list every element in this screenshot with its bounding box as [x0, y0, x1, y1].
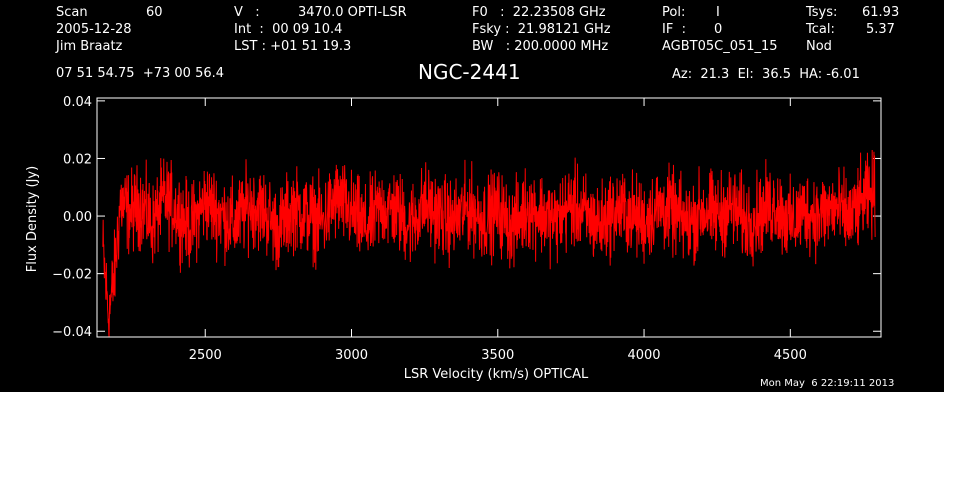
x-tick-label: 2500 — [189, 348, 222, 363]
scan-number: 60 — [146, 5, 163, 20]
tcal-value: 5.37 — [866, 22, 895, 37]
pol-value: I — [716, 5, 720, 20]
x-tick-label: 4000 — [627, 348, 660, 363]
scan-label: Scan — [56, 5, 88, 20]
y-tick-label: 0.04 — [63, 95, 92, 110]
integration-time: Int : 00 09 10.4 — [234, 22, 343, 37]
if-label: IF : — [662, 22, 686, 37]
project-id: AGBT05C_051_15 — [662, 39, 778, 54]
x-tick-label: 3500 — [481, 348, 514, 363]
spectrum-chart: 2500 3000 3500 4000 4500 −0.04 −0.02 0.00 0.02 0.… — [25, 95, 882, 382]
source-coordinates: 07 51 54.75 +73 00 56.4 — [56, 66, 225, 81]
velocity-value: 3470.0 OPTI-LSR — [298, 5, 407, 20]
obs-date: 2005-12-28 — [56, 22, 132, 37]
rest-frequency: F0 : 22.23508 GHz — [472, 5, 606, 20]
y-tick-label: 0.02 — [63, 152, 92, 167]
plot-timestamp: Mon May 6 22:19:11 2013 — [760, 378, 895, 389]
tsys-label: Tsys: — [806, 5, 838, 20]
x-tick-label: 4500 — [774, 348, 807, 363]
y-tick-label: −0.04 — [52, 325, 92, 340]
x-axis-label: LSR Velocity (km/s) OPTICAL — [404, 367, 589, 382]
lst-value: LST : +01 51 19.3 — [234, 39, 352, 54]
velocity-label: V : — [234, 5, 260, 20]
sky-frequency: Fsky : 21.98121 GHz — [472, 22, 611, 37]
pol-label: Pol: — [662, 5, 686, 20]
y-tick-label: −0.02 — [52, 268, 92, 283]
spectrum-trace — [102, 150, 876, 338]
y-tick-label: 0.00 — [63, 210, 92, 225]
switching-mode: Nod — [806, 39, 832, 54]
source-name-title: NGC-2441 — [418, 60, 521, 84]
x-tick-label: 3000 — [335, 348, 368, 363]
tsys-value: 61.93 — [862, 5, 900, 20]
if-value: 0 — [714, 22, 723, 37]
y-axis-label: Flux Density (Jy) — [25, 166, 40, 272]
observer-name: Jim Braatz — [56, 39, 123, 54]
bandwidth: BW : 200.0000 MHz — [472, 39, 609, 54]
az-el-ha: Az: 21.3 El: 36.5 HA: -6.01 — [672, 67, 860, 82]
plot-frame — [96, 97, 882, 338]
tcal-label: Tcal: — [806, 22, 835, 37]
plot-panel: Scan 60 2005-12-28 Jim Braatz V : 3470.0… — [0, 0, 944, 392]
